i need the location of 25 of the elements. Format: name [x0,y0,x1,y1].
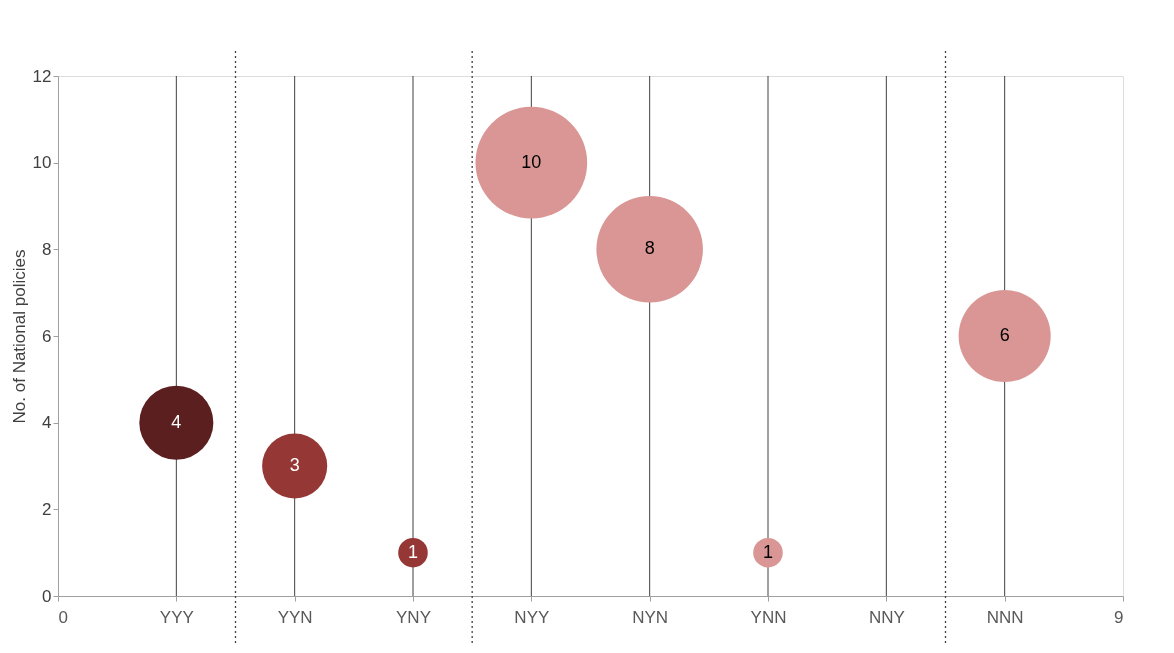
x-tick-label: NNY [868,607,905,627]
y-tick-label: 10 [32,153,52,173]
x-tick-label: NNN [986,607,1024,627]
x-tick-label: YNY [396,607,431,627]
x-tick-label: YYN [277,607,313,627]
data-label: 4 [171,411,182,432]
y-tick-label: 6 [42,326,52,346]
y-tick-label: 12 [32,66,52,86]
y-tick-label: 0 [42,586,52,606]
y-axis-title: No. of National policies [9,249,29,424]
data-label: 6 [999,325,1010,345]
data-label: 10 [521,151,542,172]
data-label: 3 [289,455,300,475]
data-label: 1 [407,541,419,562]
x-tick-label: NYY [514,607,550,627]
x-tick-label: 9 [1114,607,1124,627]
data-label: 8 [644,238,655,259]
x-tick-label: YYY [159,607,194,627]
x-tick-label: NYN [632,607,669,627]
x-tick-label: 0 [58,607,68,627]
data-label: 1 [762,541,774,562]
x-tick-label: YNN [750,607,787,627]
y-tick-label: 4 [42,413,52,433]
y-tick-label: 2 [42,499,52,519]
y-tick-label: 8 [42,239,52,259]
